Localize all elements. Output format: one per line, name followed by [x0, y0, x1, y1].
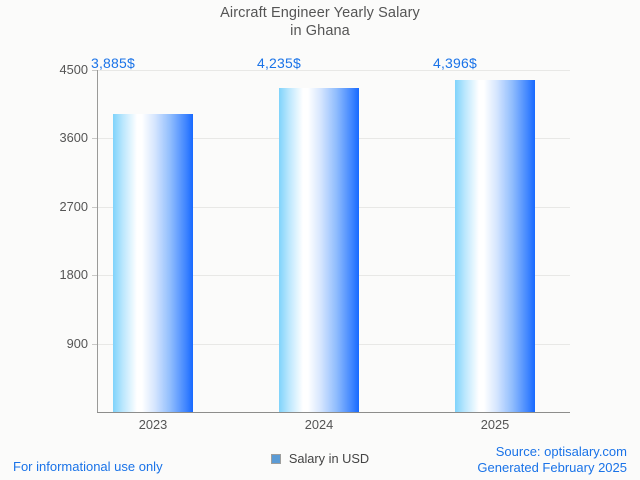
- tick-4500: [92, 70, 97, 71]
- y-axis-labels: 4500 3600 2700 1800 900: [0, 0, 88, 480]
- tick-1800: [92, 275, 97, 276]
- bar-2025[interactable]: [455, 80, 535, 412]
- bar-value-2023: 3,885$: [90, 55, 136, 71]
- x-axis-line: [97, 412, 570, 414]
- legend-swatch-icon: [270, 454, 281, 464]
- chart-title-line-1: Aircraft Engineer Yearly Salary: [220, 5, 420, 21]
- source-line: Source: optisalary.com: [495, 444, 627, 459]
- legend-label-salary-in-usd: Salary in USD: [288, 451, 370, 466]
- generated-line: Generated February 2025: [477, 460, 627, 475]
- bar-value-2025: 4,396$: [432, 55, 478, 71]
- bar-2023[interactable]: [113, 114, 193, 412]
- gridline-4500: [97, 70, 570, 71]
- x-tick-label-2023: 2023: [138, 417, 168, 432]
- y-tick-label-4500: 4500: [59, 62, 88, 77]
- x-tick-label-2025: 2025: [480, 417, 510, 432]
- chart-title: Aircraft Engineer Yearly Salary in Ghana: [0, 4, 640, 40]
- disclaimer-text: For informational use only: [13, 459, 163, 474]
- chart-title-line-2: in Ghana: [290, 23, 350, 39]
- y-tick-label-3600: 3600: [59, 130, 88, 145]
- tick-2700: [92, 207, 97, 208]
- plot-area: [92, 70, 570, 412]
- bar-value-2024: 4,235$: [256, 55, 302, 71]
- source-attribution: Source: optisalary.com Generated Februar…: [477, 444, 627, 476]
- y-axis-line: [97, 70, 98, 413]
- bar-2024[interactable]: [279, 88, 359, 412]
- y-tick-label-900: 900: [66, 336, 88, 351]
- y-tick-label-2700: 2700: [59, 199, 88, 214]
- tick-3600: [92, 138, 97, 139]
- y-tick-label-1800: 1800: [59, 267, 88, 282]
- tick-900: [92, 344, 97, 345]
- chart-legend: Salary in USD: [0, 452, 640, 466]
- x-tick-label-2024: 2024: [304, 417, 334, 432]
